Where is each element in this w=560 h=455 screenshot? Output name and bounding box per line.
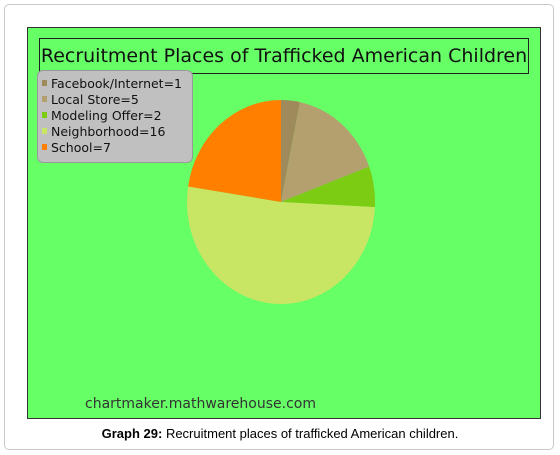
pie-slice: [281, 102, 370, 202]
chart-area: Recruitment Places of Trafficked America…: [27, 27, 541, 419]
legend-label: Neighborhood=16: [51, 123, 166, 139]
legend-item: Neighborhood=16: [42, 123, 192, 139]
pie-slice: [281, 100, 300, 202]
pie-slice: [281, 166, 376, 208]
pie-slice: [187, 186, 375, 304]
figure-caption: Graph 29: Recruitment places of traffick…: [0, 426, 560, 441]
legend-item: School=7: [42, 139, 192, 155]
legend-swatch: [42, 112, 47, 118]
caption-text: Recruitment places of trafficked America…: [162, 426, 459, 441]
legend-label: Facebook/Internet=1: [51, 75, 183, 91]
figure-frame: Recruitment Places of Trafficked America…: [4, 4, 554, 450]
legend-label: Modeling Offer=2: [51, 107, 162, 123]
pie-chart: [187, 100, 376, 304]
legend-swatch: [42, 128, 47, 134]
chart-title: Recruitment Places of Trafficked America…: [39, 38, 529, 74]
caption-label: Graph 29:: [101, 426, 163, 441]
legend-label: Local Store=5: [51, 91, 139, 107]
legend-swatch: [42, 80, 47, 86]
legend-label: School=7: [51, 139, 111, 155]
watermark: chartmaker.mathwarehouse.com: [85, 396, 316, 412]
legend-item: Modeling Offer=2: [42, 107, 192, 123]
legend: Facebook/Internet=1 Local Store=5 Modeling…: [37, 70, 193, 163]
legend-item: Facebook/Internet=1: [42, 75, 192, 91]
legend-swatch: [42, 96, 47, 102]
legend-item: Local Store=5: [42, 91, 192, 107]
legend-swatch: [42, 144, 47, 150]
pie-slice: [188, 100, 281, 202]
